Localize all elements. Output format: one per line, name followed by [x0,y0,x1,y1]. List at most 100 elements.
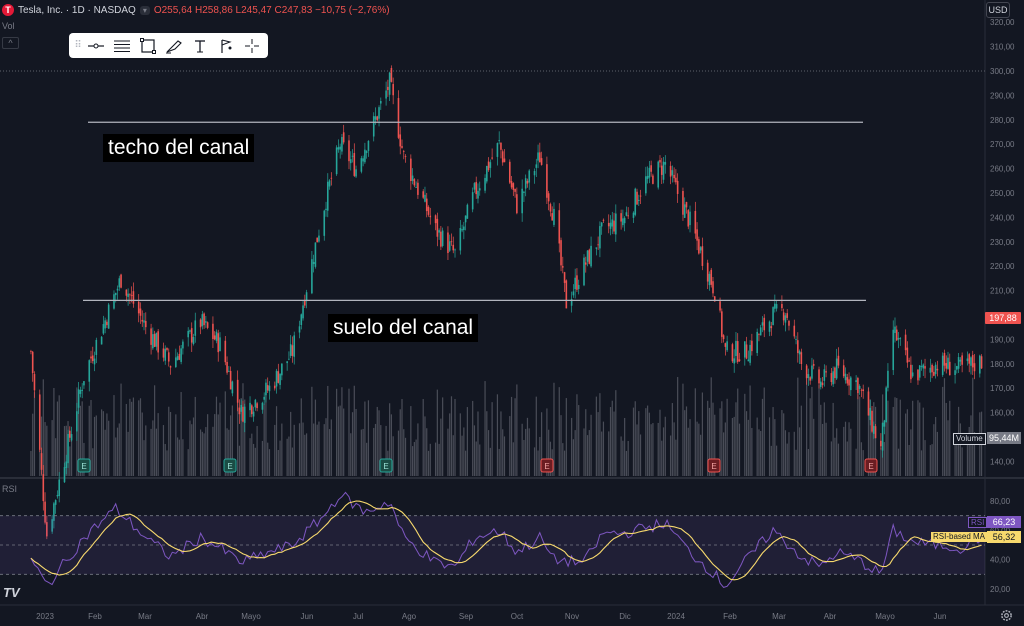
candle-body [422,191,425,198]
volume-bar [491,402,493,476]
trend-line-icon[interactable] [83,35,109,57]
volume-bar [169,411,172,476]
volume-bar [846,441,848,476]
candle-body [685,202,688,208]
candle-body [489,162,492,168]
volume-bar [880,447,882,476]
rectangle-icon[interactable] [135,35,161,57]
volume-bar [809,398,811,476]
volume-bar [415,439,417,476]
volume-bar [634,401,636,476]
candle-body [44,501,46,523]
volume-bar [187,449,189,476]
volume-bar [783,413,785,476]
candle-body [744,341,746,358]
candle-body [351,155,354,157]
volume-bar [120,383,122,476]
crosshair-icon[interactable] [239,35,265,57]
volume-bar [897,448,900,476]
candle-body [609,222,612,229]
candle-body [228,370,230,372]
time-axis-label: Jun [301,612,314,621]
volume-indicator-label[interactable]: Vol [2,21,15,31]
volume-bar [899,399,901,476]
volume-bar [645,408,647,476]
candle-body [113,294,115,309]
volume-bar [708,407,711,476]
volume-bar [883,442,885,476]
rsi-legend-name: RSI [968,517,988,528]
volume-bar [429,443,431,476]
candle-body [881,422,884,451]
volume-bar [687,427,689,476]
volume-bar [885,385,887,476]
candle-body [81,389,83,391]
candle-body [187,330,189,338]
candle-body [768,321,771,332]
candle-body [107,304,110,329]
candle-body [83,381,85,386]
legend-toggle-button[interactable]: ▾ [139,5,150,15]
volume-bar [608,431,610,476]
volume-bar [267,442,269,476]
fib-retracement-icon[interactable] [109,35,135,57]
volume-bar [636,424,638,476]
gear-icon[interactable] [1000,609,1013,622]
volume-bar [813,418,815,476]
volume-bar [412,446,414,476]
candle-body [387,86,389,90]
channel-top-annotation[interactable]: techo del canal [103,134,255,162]
symbol-title[interactable]: Tesla, Inc. · 1D · NASDAQ [18,4,136,16]
price-tick-label: 180,00 [990,360,1015,369]
rsi-pane-title[interactable]: RSI [2,484,18,494]
candle-body [682,191,684,215]
candle-body [961,355,963,365]
text-tool-icon[interactable] [187,35,213,57]
candle-body [452,244,455,251]
candle-body [736,341,739,362]
candle-body [212,323,214,339]
volume-bar [586,435,589,476]
candle-body [786,313,789,318]
volume-bar [350,433,352,476]
volume-bar [659,409,661,476]
candle-body [731,344,734,362]
volume-bar [590,414,592,476]
candle-body [65,461,68,468]
candle-body [471,192,474,210]
drag-handle-icon[interactable]: ⠿ [74,40,82,51]
volume-bar [756,417,758,476]
volume-bar [78,396,80,476]
volume-bar [744,393,746,476]
candle-body [399,134,402,147]
brush-icon[interactable] [161,35,187,57]
volume-bar [832,402,834,476]
candle-body [917,369,919,381]
candle-body [798,351,801,355]
volume-bar [404,437,407,476]
volume-bar [523,439,525,476]
volume-bar [224,391,226,476]
candle-body [600,222,603,227]
volume-bar [69,446,71,476]
volume-bar [268,449,271,476]
candle-body [291,345,294,356]
volume-bar [917,400,919,476]
collapse-legend-button[interactable]: ^ [2,37,19,49]
candle-body [652,175,654,184]
currency-selector[interactable]: USD [986,2,1010,18]
volume-bar [56,401,59,476]
candle-body [835,358,838,379]
tradingview-logo[interactable]: TV [3,585,20,600]
candle-body [931,364,933,373]
candle-body [263,396,265,400]
volume-bar [90,400,92,476]
channel-bottom-annotation[interactable]: suelo del canal [328,314,479,342]
anchor-icon[interactable] [213,35,239,57]
candle-body [69,430,71,438]
volume-bar [821,423,824,476]
candle-body [217,333,220,353]
volume-bar [403,429,405,476]
candle-body [660,165,663,175]
